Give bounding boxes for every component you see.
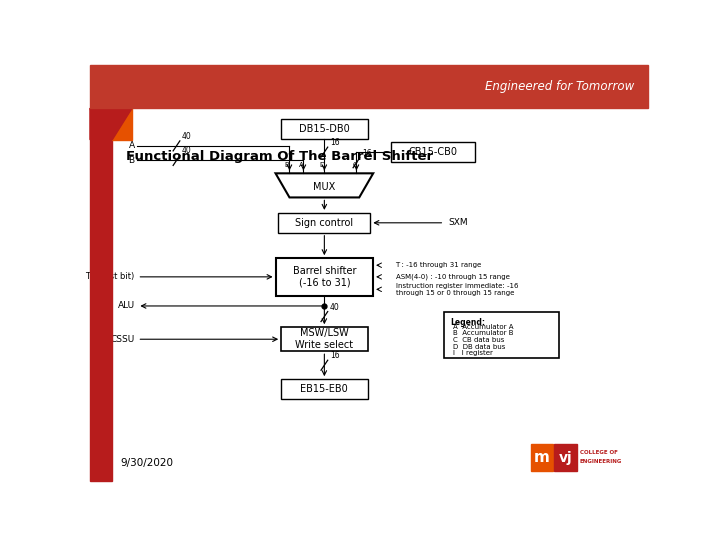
Text: TC (test bit): TC (test bit) <box>86 272 135 281</box>
Text: A: A <box>128 141 135 150</box>
Text: Legend:: Legend: <box>450 318 485 327</box>
Bar <box>281 327 368 352</box>
Text: 16: 16 <box>330 351 340 360</box>
Polygon shape <box>90 109 132 140</box>
Text: MSW/LSW
Write select: MSW/LSW Write select <box>295 328 354 350</box>
Text: B: B <box>284 161 289 167</box>
Text: 40: 40 <box>182 132 192 141</box>
Bar <box>90 65 648 109</box>
Bar <box>392 142 475 162</box>
Bar <box>281 119 368 139</box>
Polygon shape <box>276 173 373 198</box>
Text: A: A <box>300 161 304 167</box>
Text: vj: vj <box>559 451 572 465</box>
Text: COLLEGE OF: COLLEGE OF <box>580 450 618 455</box>
Text: CSSU: CSSU <box>110 335 135 344</box>
Text: ALU: ALU <box>117 301 135 310</box>
Text: Functional Diagram Of The Barrel Shifter: Functional Diagram Of The Barrel Shifter <box>126 150 433 163</box>
Text: C: C <box>352 161 357 167</box>
Text: C  CB data bus: C CB data bus <box>453 337 504 343</box>
Text: 9/30/2020: 9/30/2020 <box>121 458 174 468</box>
Text: 40: 40 <box>330 302 340 312</box>
Text: A  Accumulator A: A Accumulator A <box>453 324 513 330</box>
Bar <box>90 109 112 481</box>
Text: Engineered for Tomorrow: Engineered for Tomorrow <box>485 80 634 93</box>
Text: ENGINEERING: ENGINEERING <box>580 460 622 464</box>
Bar <box>112 109 132 140</box>
Text: m: m <box>534 450 550 465</box>
Bar <box>554 444 577 471</box>
Text: 16: 16 <box>330 138 340 147</box>
Text: Instruction register immediate: -16
through 15 or 0 through 15 range: Instruction register immediate: -16 thro… <box>395 283 518 296</box>
Bar <box>531 444 553 471</box>
Text: T : -16 through 31 range: T : -16 through 31 range <box>395 262 482 268</box>
Text: CB15-CB0: CB15-CB0 <box>409 147 458 157</box>
Text: ASM(4-0) : -10 through 15 range: ASM(4-0) : -10 through 15 range <box>395 274 509 280</box>
Bar <box>276 258 373 295</box>
Text: Sign control: Sign control <box>295 218 354 228</box>
Bar <box>279 213 370 233</box>
Text: D  DB data bus: D DB data bus <box>453 344 505 350</box>
Bar <box>281 379 368 399</box>
Text: 16: 16 <box>362 148 372 158</box>
Polygon shape <box>90 109 132 140</box>
Text: MUX: MUX <box>313 183 336 192</box>
Bar <box>444 312 559 358</box>
Text: SXM: SXM <box>449 218 469 227</box>
Text: D: D <box>319 161 324 167</box>
Text: B: B <box>128 156 135 165</box>
Text: 40: 40 <box>182 146 192 156</box>
Text: DB15-DB0: DB15-DB0 <box>299 124 350 134</box>
Text: Barrel shifter
(-16 to 31): Barrel shifter (-16 to 31) <box>292 266 356 288</box>
Text: B  Accumulator B: B Accumulator B <box>453 330 513 336</box>
Text: EB15-EB0: EB15-EB0 <box>300 384 348 394</box>
Text: I   I register: I I register <box>453 350 492 356</box>
